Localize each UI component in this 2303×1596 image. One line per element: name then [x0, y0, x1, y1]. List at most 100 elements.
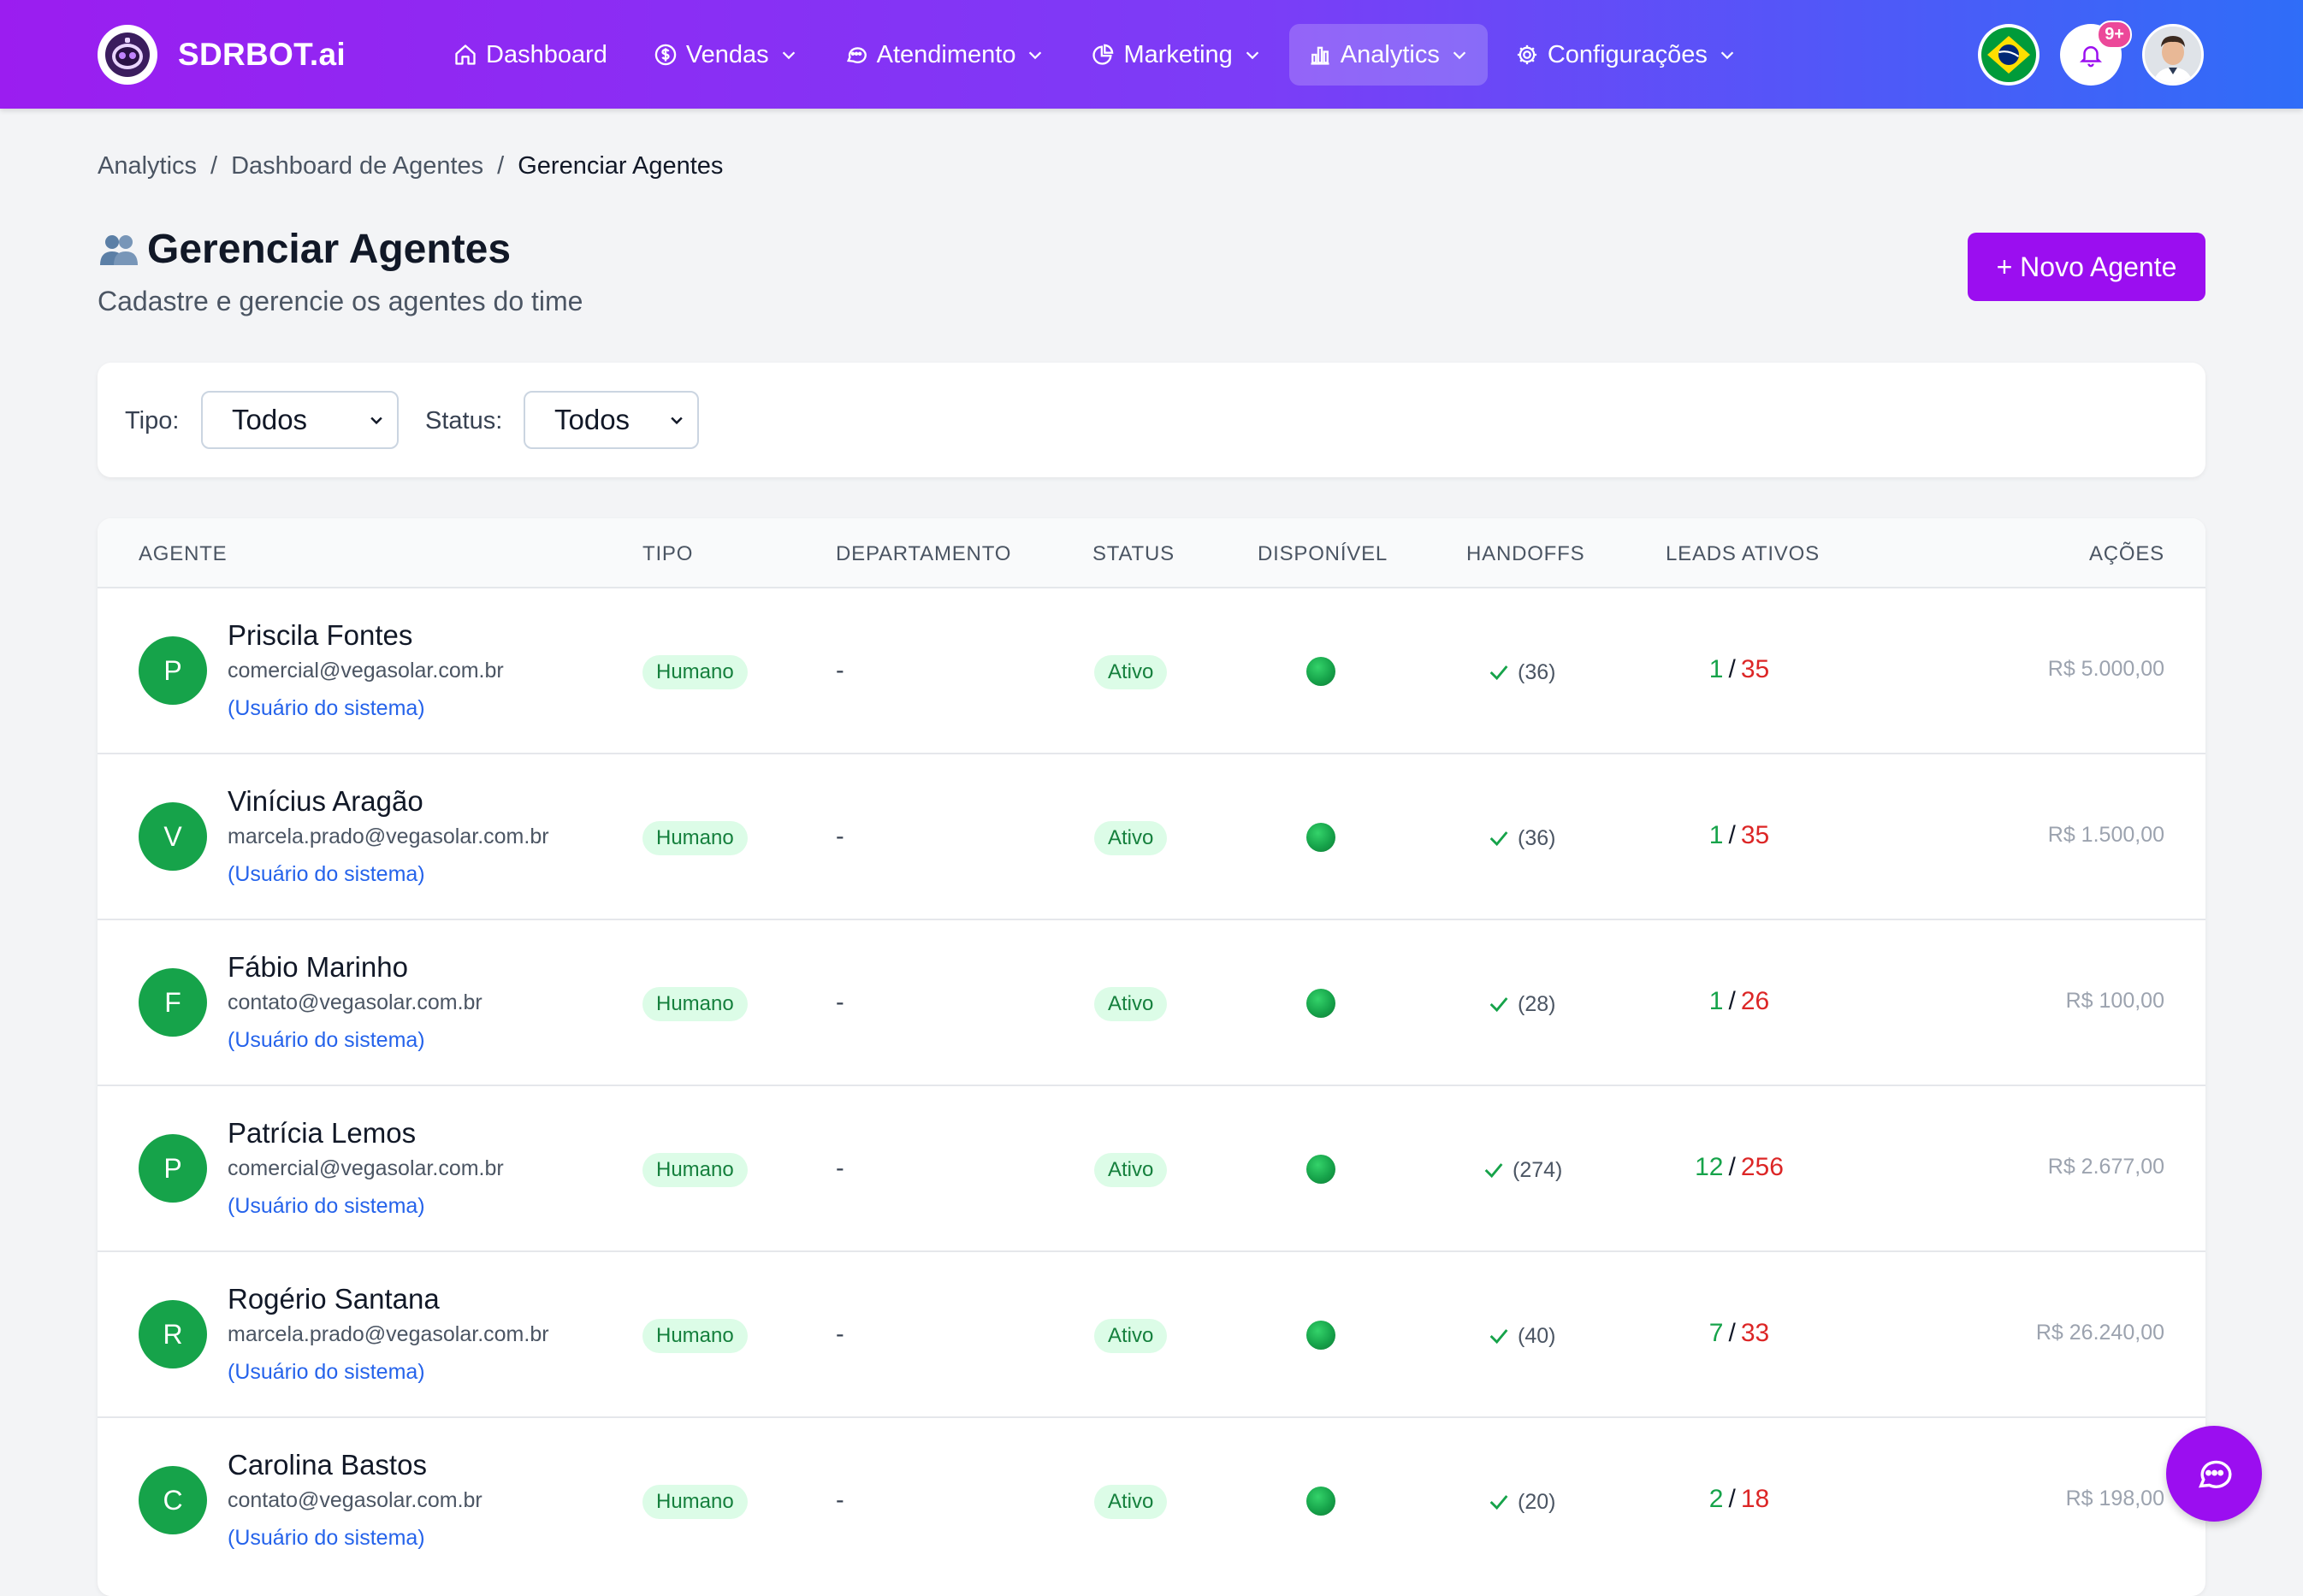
robot-logo-icon: [98, 25, 157, 85]
breadcrumb: Analytics / Dashboard de Agentes / Geren…: [98, 152, 723, 180]
agent-email: marcela.prado@vegasolar.com.br: [228, 1322, 549, 1346]
agent-avatar: C: [139, 1466, 207, 1534]
agent-avatar: P: [139, 636, 207, 705]
check-icon: [1482, 1158, 1506, 1182]
chat-widget-button[interactable]: [2166, 1426, 2262, 1522]
nav-label: Vendas: [685, 40, 769, 68]
leads-separator: /: [1728, 1485, 1736, 1513]
column-header-leads-ativos: LEADS ATIVOS: [1666, 542, 1820, 565]
nav-marketing[interactable]: Marketing: [1072, 24, 1280, 86]
chat-bubble-icon: [2198, 1460, 2232, 1488]
leads-active-count: 2: [1708, 1485, 1724, 1513]
handoffs-count: (40): [1518, 1323, 1556, 1348]
brand-logo[interactable]: SDRBOT.ai: [98, 24, 346, 86]
column-header-departamento: DEPARTAMENTO: [836, 542, 1012, 565]
leads-separator: /: [1728, 655, 1736, 683]
chevron-down-icon: [1450, 45, 1469, 64]
status-badge: Ativo: [1094, 1153, 1168, 1187]
tipo-filter-value: Todos: [232, 404, 308, 435]
table-row[interactable]: F Fábio Marinho contato@vegasolar.com.br…: [98, 919, 2205, 1085]
header-actions: 9+: [1978, 21, 2204, 86]
system-user-link[interactable]: (Usuário do sistema): [228, 1194, 425, 1218]
status-badge: Ativo: [1094, 987, 1168, 1021]
available-indicator: [1306, 1155, 1335, 1184]
main-nav: Dashboard Vendas Atendimento Marketing: [435, 24, 1764, 86]
leads-total-count: 33: [1740, 1319, 1770, 1347]
tipo-filter-select[interactable]: Todos: [201, 391, 399, 449]
page-subtitle: Cadastre e gerencie os agentes do time: [98, 286, 583, 316]
new-agent-button[interactable]: + Novo Agente: [1968, 233, 2205, 301]
breadcrumb-item-analytics[interactable]: Analytics: [98, 152, 198, 180]
leads-active-count: 7: [1708, 1319, 1724, 1347]
table-row[interactable]: R Rogério Santana marcela.prado@vegasola…: [98, 1250, 2205, 1416]
breadcrumb-item-dashboard-agentes[interactable]: Dashboard de Agentes: [231, 152, 484, 180]
check-icon: [1487, 992, 1511, 1016]
leads-total-count: 18: [1740, 1485, 1770, 1513]
agent-value: R$ 198,00: [2065, 1487, 2164, 1510]
agent-value: R$ 26.240,00: [2035, 1321, 2164, 1345]
system-user-link[interactable]: (Usuário do sistema): [228, 862, 425, 886]
language-selector[interactable]: [1978, 24, 2040, 86]
leads-active-count: 1: [1708, 655, 1724, 683]
agent-value: R$ 100,00: [2065, 989, 2164, 1013]
type-badge: Humano: [642, 821, 748, 855]
type-badge: Humano: [642, 1485, 748, 1519]
available-indicator: [1306, 989, 1335, 1018]
table-row[interactable]: V Vinícius Aragão marcela.prado@vegasola…: [98, 753, 2205, 919]
nav-vendas[interactable]: Vendas: [635, 24, 817, 86]
available-indicator: [1306, 1487, 1335, 1516]
available-indicator: [1306, 1321, 1335, 1350]
available-indicator: [1306, 657, 1335, 686]
leads-separator: /: [1728, 1319, 1736, 1347]
system-user-link[interactable]: (Usuário do sistema): [228, 1028, 425, 1052]
agent-email: contato@vegasolar.com.br: [228, 1488, 483, 1512]
bell-icon: [2079, 46, 2103, 68]
handoffs-cell: (36): [1487, 657, 1555, 688]
system-user-link[interactable]: (Usuário do sistema): [228, 1360, 425, 1384]
department-value: -: [836, 1487, 844, 1514]
bar-chart-icon: [1308, 43, 1332, 67]
chat-icon: [844, 43, 868, 67]
people-icon: [98, 231, 140, 269]
home-icon: [453, 43, 477, 67]
system-user-link[interactable]: (Usuário do sistema): [228, 696, 425, 720]
column-header-disponivel: DISPONÍVEL: [1258, 542, 1388, 565]
agent-name: Vinícius Aragão: [228, 785, 423, 817]
user-avatar[interactable]: [2142, 24, 2204, 86]
breadcrumb-item-current: Gerenciar Agentes: [518, 152, 724, 180]
chevron-down-icon: [668, 411, 685, 429]
table-row[interactable]: P Priscila Fontes comercial@vegasolar.co…: [98, 587, 2205, 753]
agent-email: marcela.prado@vegasolar.com.br: [228, 825, 549, 848]
handoffs-count: (274): [1513, 1157, 1563, 1182]
nav-configuracoes[interactable]: Configurações: [1496, 24, 1755, 86]
column-header-acoes: AÇÕES: [2088, 542, 2164, 565]
nav-atendimento[interactable]: Atendimento: [826, 24, 1064, 86]
nav-dashboard[interactable]: Dashboard: [435, 24, 626, 86]
check-icon: [1487, 826, 1511, 850]
leads-total-count: 256: [1740, 1153, 1784, 1181]
table-row[interactable]: P Patrícia Lemos comercial@vegasolar.com…: [98, 1085, 2205, 1250]
user-photo-icon: [2145, 27, 2201, 83]
leads-separator: /: [1728, 987, 1736, 1015]
leads-total-count: 26: [1740, 987, 1770, 1015]
leads-active-count: 12: [1695, 1153, 1724, 1181]
nav-analytics[interactable]: Analytics: [1288, 24, 1488, 86]
handoffs-count: (36): [1518, 825, 1556, 850]
breadcrumb-separator: /: [497, 152, 505, 180]
brand-name: SDRBOT.ai: [178, 37, 346, 72]
status-filter-select[interactable]: Todos: [524, 391, 699, 449]
department-value: -: [836, 657, 844, 684]
check-icon: [1487, 1324, 1511, 1348]
table-row[interactable]: C Carolina Bastos contato@vegasolar.com.…: [98, 1416, 2205, 1582]
chevron-down-icon: [779, 45, 798, 64]
handoffs-count: (20): [1518, 1489, 1556, 1514]
leads-total-count: 35: [1740, 655, 1770, 683]
type-badge: Humano: [642, 987, 748, 1021]
column-header-handoffs: HANDOFFS: [1466, 542, 1585, 565]
department-value: -: [836, 989, 844, 1016]
system-user-link[interactable]: (Usuário do sistema): [228, 1526, 425, 1550]
top-navbar: SDRBOT.ai Dashboard Vendas Atendimento: [0, 0, 2303, 109]
notifications-button[interactable]: 9+: [2060, 21, 2132, 86]
handoffs-count: (28): [1518, 991, 1556, 1016]
type-badge: Humano: [642, 1319, 748, 1353]
